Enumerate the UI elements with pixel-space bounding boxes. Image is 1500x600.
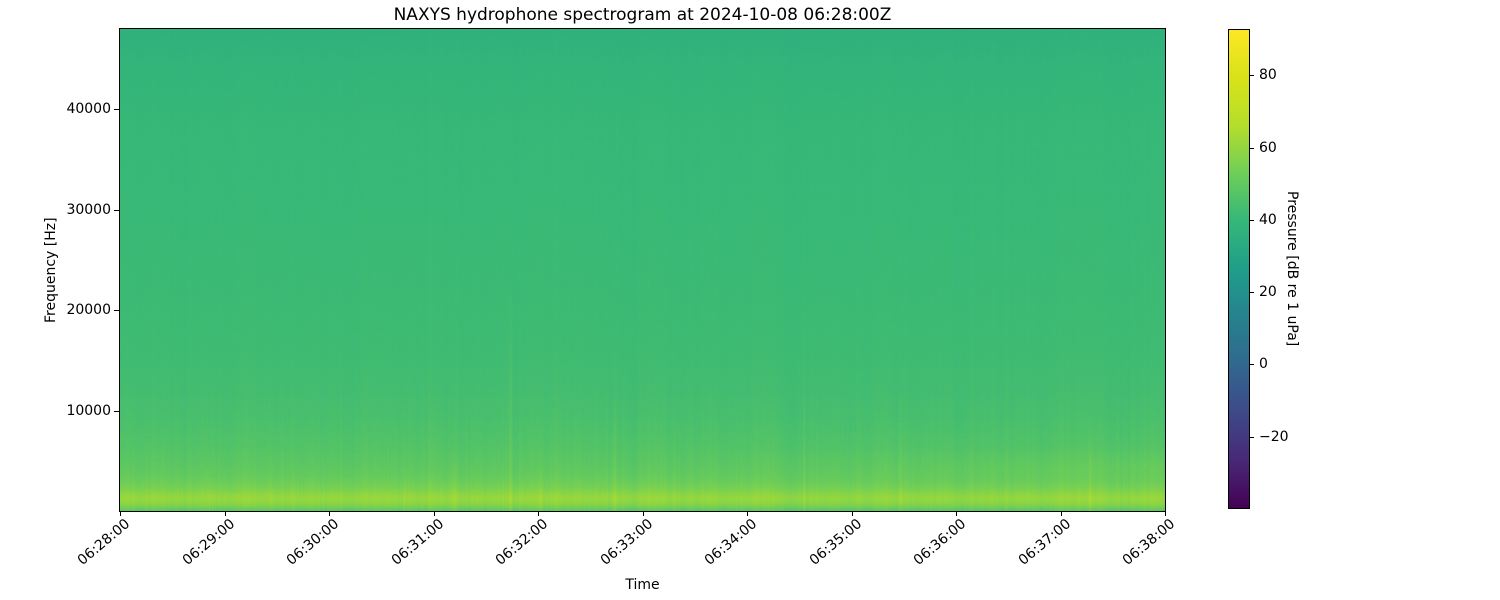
x-tick-mark — [851, 512, 853, 516]
colorbar — [1229, 30, 1249, 508]
x-axis-label: Time — [625, 577, 660, 593]
x-tick-mark — [224, 512, 226, 516]
y-tick-mark — [114, 209, 119, 211]
y-tick-mark — [114, 310, 119, 312]
x-tick-label: 06:32:00 — [492, 516, 552, 569]
plot-area — [120, 29, 1165, 511]
x-tick-mark — [538, 512, 539, 516]
y-tick-label: 40000 — [66, 101, 111, 118]
colorbar-tick-mark — [1250, 292, 1254, 294]
colorbar-tick-label: 60 — [1259, 139, 1277, 156]
colorbar-tick-label: −20 — [1259, 428, 1289, 445]
x-tick-mark — [329, 512, 330, 516]
x-tick-label: 06:31:00 — [388, 516, 447, 569]
colorbar-tick-label: 40 — [1259, 211, 1277, 228]
colorbar-tick-label: 20 — [1259, 284, 1277, 301]
x-tick-label: 06:28:00 — [74, 516, 134, 569]
x-tick-mark — [747, 512, 748, 516]
x-tick-label: 06:30:00 — [283, 516, 343, 569]
chart-title: NAXYS hydrophone spectrogram at 2024-10-… — [393, 5, 892, 25]
x-tick-label: 06:29:00 — [179, 516, 238, 569]
colorbar-tick-label: 80 — [1259, 67, 1277, 84]
x-tick-label: 06:35:00 — [806, 516, 865, 569]
x-tick-mark — [120, 512, 121, 516]
y-axis-label: Frequency [Hz] — [43, 217, 59, 323]
x-tick-mark — [1060, 512, 1062, 516]
y-tick-label: 30000 — [66, 201, 111, 218]
x-tick-label: 06:36:00 — [910, 516, 970, 569]
x-tick-mark — [433, 512, 435, 516]
y-tick-label: 20000 — [66, 302, 111, 319]
y-tick-mark — [114, 109, 119, 111]
y-tick-label: 10000 — [66, 402, 111, 419]
colorbar-label: Pressure [dB re 1 uPa] — [1284, 191, 1300, 347]
x-tick-label: 06:38:00 — [1119, 516, 1179, 569]
colorbar-tick-mark — [1250, 147, 1254, 149]
x-tick-label: 06:33:00 — [597, 516, 656, 569]
spectrogram-image — [120, 29, 1165, 511]
colorbar-tick-mark — [1250, 436, 1254, 438]
y-tick-mark — [114, 410, 119, 412]
colorbar-tick-label: 0 — [1259, 356, 1268, 373]
colorbar-tick-mark — [1250, 364, 1254, 366]
x-tick-label: 06:37:00 — [1015, 516, 1074, 569]
x-tick-mark — [1165, 512, 1166, 516]
colorbar-tick-mark — [1250, 75, 1254, 77]
colorbar-tick-mark — [1250, 219, 1254, 221]
x-tick-label: 06:34:00 — [701, 516, 761, 569]
x-tick-mark — [956, 512, 957, 516]
x-tick-mark — [642, 512, 644, 516]
